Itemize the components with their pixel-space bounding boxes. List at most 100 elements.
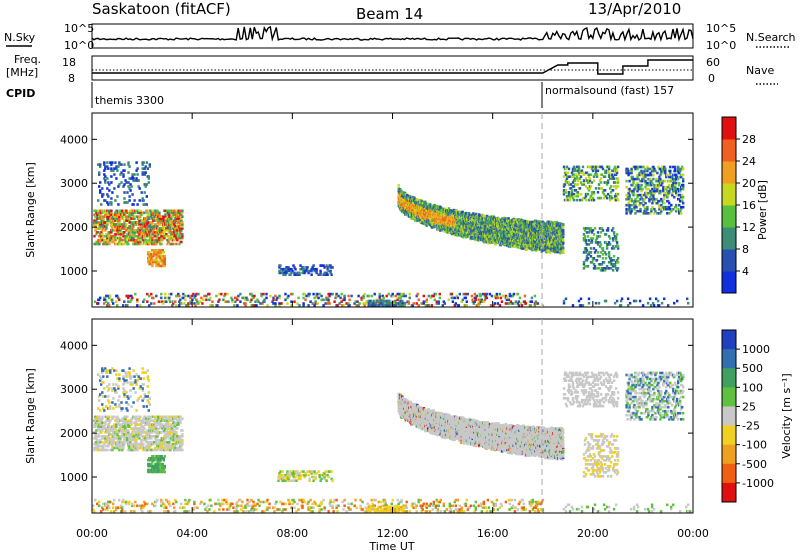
range-cell — [638, 203, 641, 207]
range-cell — [601, 247, 605, 250]
range-cell — [661, 199, 664, 203]
range-cell — [131, 234, 134, 238]
range-cell — [589, 229, 593, 232]
range-cell — [616, 267, 620, 270]
range-cell — [132, 225, 135, 228]
range-cell — [153, 302, 156, 305]
range-cell — [628, 199, 631, 203]
range-cell — [665, 185, 668, 189]
range-cell — [302, 267, 305, 271]
range-cell — [466, 231, 469, 234]
range-cell — [660, 197, 663, 201]
range-cell — [660, 171, 663, 175]
range-cell — [197, 292, 200, 296]
range-cell — [654, 209, 657, 213]
range-cell — [144, 240, 147, 244]
range-cell — [178, 242, 181, 246]
range-cell — [148, 256, 151, 260]
range-cell — [141, 163, 144, 166]
range-cell — [641, 173, 644, 177]
range-cell — [348, 304, 351, 307]
range-cell — [224, 292, 227, 296]
range-cell — [313, 304, 316, 307]
range-cell — [274, 304, 277, 307]
range-cell — [192, 292, 195, 296]
range-cell — [470, 236, 473, 239]
range-cell — [625, 209, 628, 213]
range-cell — [660, 209, 663, 213]
range-cell — [674, 185, 677, 189]
range-cell — [136, 203, 139, 206]
range-cell — [573, 194, 577, 198]
range-cell — [147, 260, 150, 264]
range-cell — [632, 193, 635, 197]
range-cell — [609, 267, 613, 270]
range-cell — [577, 165, 581, 169]
range-cell — [385, 301, 388, 305]
range-cell — [495, 230, 498, 234]
range-cell — [311, 267, 314, 271]
range-cell — [687, 301, 690, 305]
range-cell — [128, 294, 131, 298]
range-cell — [589, 194, 593, 198]
range-cell — [179, 209, 182, 213]
range-cell — [638, 173, 641, 177]
range-cell — [124, 179, 127, 182]
range-cell — [97, 199, 100, 202]
range-cell — [104, 165, 107, 168]
range-cell — [133, 217, 136, 220]
range-cell — [176, 232, 179, 236]
range-cell — [236, 304, 239, 307]
range-cell — [637, 183, 640, 187]
range-cell — [614, 167, 618, 171]
range-cell — [680, 205, 683, 209]
range-cell — [422, 302, 425, 305]
range-cell — [668, 189, 671, 193]
range-cell — [119, 223, 122, 226]
range-cell — [612, 247, 616, 250]
range-cell — [96, 217, 99, 220]
range-cell — [637, 165, 640, 169]
range-cell — [113, 215, 116, 218]
range-cell — [572, 175, 576, 178]
range-cell — [303, 292, 306, 296]
range-cell — [302, 302, 305, 305]
range-cell — [669, 207, 672, 211]
range-cell — [648, 297, 652, 301]
range-cell — [606, 227, 610, 230]
range-cell — [632, 181, 635, 185]
range-cell — [327, 300, 330, 303]
range-cell — [615, 169, 619, 173]
range-cell — [667, 193, 670, 197]
range-cell — [586, 235, 590, 238]
range-cell — [244, 298, 247, 302]
range-cell — [146, 219, 149, 222]
range-cell — [129, 227, 132, 230]
range-cell — [478, 214, 482, 218]
range-cell — [174, 217, 177, 220]
range-cell — [572, 165, 576, 169]
range-cell — [661, 165, 664, 169]
range-cell — [668, 191, 671, 195]
range-cell — [315, 294, 318, 298]
range-cell — [472, 302, 475, 305]
range-cell — [326, 273, 329, 276]
range-cell — [629, 212, 632, 215]
range-cell — [107, 217, 110, 220]
range-cell — [585, 227, 589, 230]
range-cell — [672, 185, 675, 189]
range-cell — [137, 240, 140, 244]
range-cell — [163, 256, 166, 260]
range-cell — [595, 173, 599, 176]
range-cell — [444, 228, 447, 231]
range-cell — [121, 209, 124, 213]
range-cell — [161, 219, 164, 222]
range-cell — [162, 302, 165, 305]
range-cell — [208, 298, 211, 302]
range-cell — [482, 224, 485, 228]
freq-tick-bottom: 8 — [68, 72, 75, 85]
range-cell — [157, 221, 160, 224]
range-cell — [516, 302, 520, 305]
range-cell — [143, 211, 146, 215]
range-cell — [134, 215, 137, 218]
